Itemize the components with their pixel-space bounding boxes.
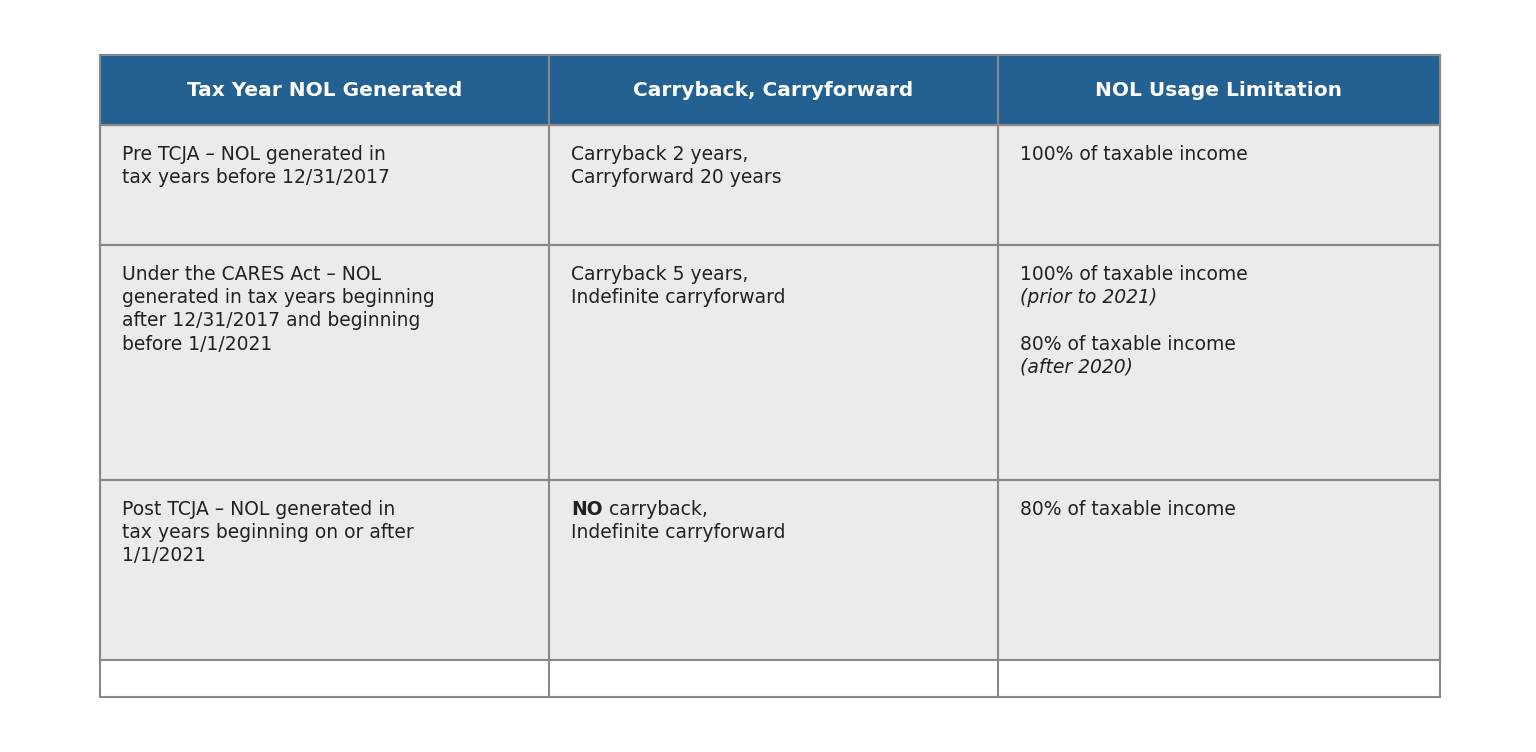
Text: generated in tax years beginning: generated in tax years beginning (121, 288, 435, 308)
Bar (100, 480, 1441, 660)
Text: Indefinite carryforward: Indefinite carryforward (571, 523, 785, 542)
Text: Post TCJA – NOL generated in: Post TCJA – NOL generated in (121, 500, 395, 519)
Text: 100% of taxable income: 100% of taxable income (1020, 265, 1247, 284)
Bar (100, 125, 1441, 245)
Text: 1/1/2021: 1/1/2021 (121, 547, 206, 566)
Text: carryback,: carryback, (602, 500, 708, 519)
Text: Pre TCJA – NOL generated in: Pre TCJA – NOL generated in (121, 145, 386, 164)
Text: Carryback 2 years,: Carryback 2 years, (571, 145, 748, 164)
Text: 80% of taxable income: 80% of taxable income (1020, 335, 1235, 353)
Text: Under the CARES Act – NOL: Under the CARES Act – NOL (121, 265, 381, 284)
Text: after 12/31/2017 and beginning: after 12/31/2017 and beginning (121, 311, 421, 330)
Text: before 1/1/2021: before 1/1/2021 (121, 335, 272, 353)
Text: 80% of taxable income: 80% of taxable income (1020, 500, 1235, 519)
Text: 100% of taxable income: 100% of taxable income (1020, 145, 1247, 164)
Text: NOL Usage Limitation: NOL Usage Limitation (1095, 80, 1342, 99)
Bar (100, 245, 1441, 480)
Bar (100, 55, 1441, 125)
Text: Tax Year NOL Generated: Tax Year NOL Generated (187, 80, 462, 99)
Text: (after 2020): (after 2020) (1020, 358, 1134, 377)
Text: tax years beginning on or after: tax years beginning on or after (121, 523, 413, 542)
Text: Carryback 5 years,: Carryback 5 years, (571, 265, 748, 284)
Text: Carryback, Carryforward: Carryback, Carryforward (633, 80, 914, 99)
Text: Carryforward 20 years: Carryforward 20 years (571, 168, 782, 187)
Text: (prior to 2021): (prior to 2021) (1020, 288, 1157, 308)
Text: Indefinite carryforward: Indefinite carryforward (571, 288, 785, 308)
Text: tax years before 12/31/2017: tax years before 12/31/2017 (121, 168, 390, 187)
Text: NO: NO (571, 500, 602, 519)
